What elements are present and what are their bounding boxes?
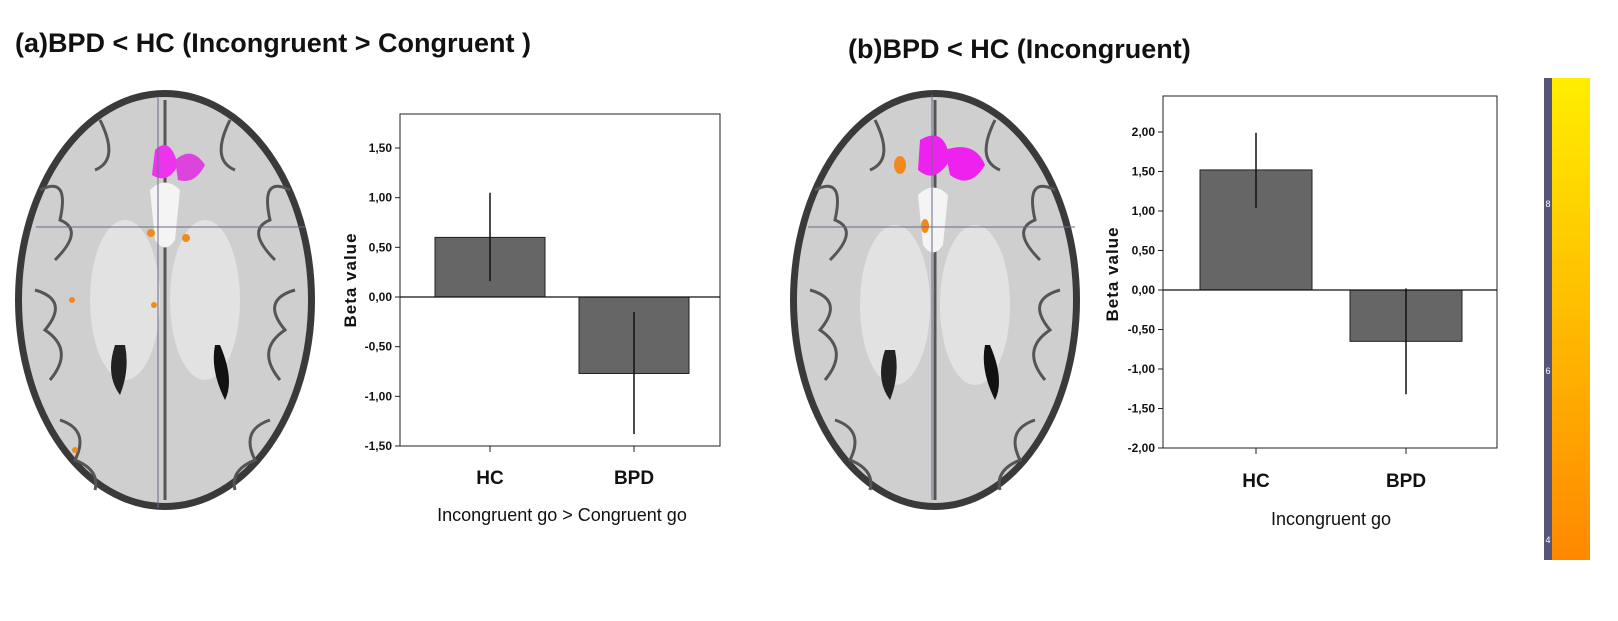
- panel-b-title: (b)BPD < HC (Incongruent): [848, 34, 1191, 64]
- chart-b-y-tick-label: 0,00: [1132, 283, 1156, 297]
- colorbar-edge: [1544, 78, 1552, 560]
- chart-a-category-bpd: BPD: [614, 468, 654, 489]
- colorbar: 8 6 4: [1544, 78, 1590, 560]
- chart-b: -2,00 -1,50 -1,00 -0,50 0,00 0,50 1,00 1,50 2,00…: [1103, 95, 1498, 529]
- chart-b-y-tick-label: 0,50: [1132, 244, 1156, 258]
- chart-a-y-tick-label: 0,50: [369, 240, 393, 254]
- chart-a-y-tick-label: -1,00: [365, 389, 393, 403]
- chart-b-y-tick-label: 1,00: [1132, 204, 1156, 218]
- chart-b-y-tick-label: 2,00: [1132, 125, 1156, 139]
- colorbar-gradient: [1552, 78, 1590, 560]
- colorbar-label-4: 4: [1545, 535, 1550, 545]
- chart-a-y-tick-label: -1,50: [365, 439, 393, 453]
- chart-b-y-tick-label: -2,00: [1128, 441, 1156, 455]
- panel-a-title: (a)BPD < HC (Incongruent > Congruent ): [15, 28, 531, 58]
- chart-a: -1,50 -1,00 -0,50 0,00 0,50 1,00 1,50 HC BPD I…: [341, 113, 721, 525]
- colorbar-label-6: 6: [1545, 366, 1550, 376]
- chart-a-y-tick-label: -0,50: [365, 340, 393, 354]
- chart-b-y-axis-label: Beta value: [1103, 226, 1122, 321]
- chart-b-y-tick-label: 1,50: [1132, 165, 1156, 179]
- chart-b-category-bpd: BPD: [1386, 471, 1426, 492]
- chart-a-y-tick-label: 0,00: [369, 290, 393, 304]
- chart-a-y-tick-label: 1,50: [369, 141, 393, 155]
- chart-a-y-tick-label: 1,00: [369, 191, 393, 205]
- chart-b-y-tick-label: -1,00: [1128, 362, 1156, 376]
- brain-axial-slice-a-icon: [15, 90, 315, 510]
- chart-b-x-axis-label: Incongruent go: [1271, 509, 1391, 529]
- colorbar-label-8: 8: [1545, 199, 1550, 209]
- chart-b-y-tick-label: -1,50: [1128, 402, 1156, 416]
- brain-axial-slice-b-icon: [790, 90, 1080, 510]
- chart-a-category-hc: HC: [476, 468, 504, 489]
- chart-a-y-axis-label: Beta value: [341, 232, 360, 327]
- chart-b-category-hc: HC: [1242, 471, 1270, 492]
- chart-a-x-axis-label: Incongruent go > Congruent go: [437, 505, 687, 525]
- chart-b-y-tick-label: -0,50: [1128, 323, 1156, 337]
